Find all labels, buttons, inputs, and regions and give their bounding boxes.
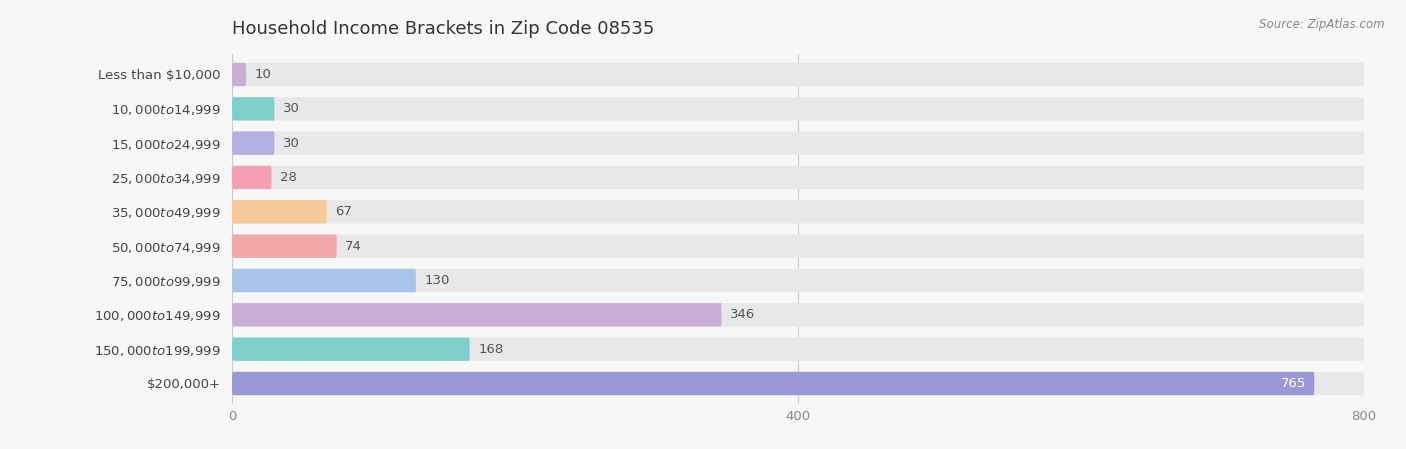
Text: 346: 346 (730, 308, 755, 321)
FancyBboxPatch shape (232, 132, 274, 155)
FancyBboxPatch shape (232, 166, 271, 189)
Text: 67: 67 (335, 205, 352, 218)
Text: 30: 30 (283, 136, 299, 150)
FancyBboxPatch shape (232, 200, 1364, 224)
Text: 10: 10 (254, 68, 271, 81)
FancyBboxPatch shape (232, 63, 1364, 86)
FancyBboxPatch shape (232, 269, 416, 292)
FancyBboxPatch shape (232, 372, 1315, 395)
FancyBboxPatch shape (232, 269, 1364, 292)
Text: Source: ZipAtlas.com: Source: ZipAtlas.com (1260, 18, 1385, 31)
Text: Household Income Brackets in Zip Code 08535: Household Income Brackets in Zip Code 08… (232, 21, 654, 39)
FancyBboxPatch shape (232, 166, 1364, 189)
Text: 74: 74 (346, 240, 363, 253)
Text: 28: 28 (280, 171, 297, 184)
FancyBboxPatch shape (232, 97, 1364, 120)
FancyBboxPatch shape (232, 303, 721, 326)
FancyBboxPatch shape (232, 303, 1364, 326)
Text: 168: 168 (478, 343, 503, 356)
FancyBboxPatch shape (232, 338, 1364, 361)
Text: 30: 30 (283, 102, 299, 115)
FancyBboxPatch shape (232, 97, 274, 120)
FancyBboxPatch shape (232, 372, 1364, 395)
Text: 130: 130 (425, 274, 450, 287)
Text: 765: 765 (1281, 377, 1306, 390)
FancyBboxPatch shape (232, 132, 1364, 155)
FancyBboxPatch shape (232, 234, 1364, 258)
FancyBboxPatch shape (232, 338, 470, 361)
FancyBboxPatch shape (232, 200, 326, 224)
FancyBboxPatch shape (232, 234, 336, 258)
FancyBboxPatch shape (232, 63, 246, 86)
